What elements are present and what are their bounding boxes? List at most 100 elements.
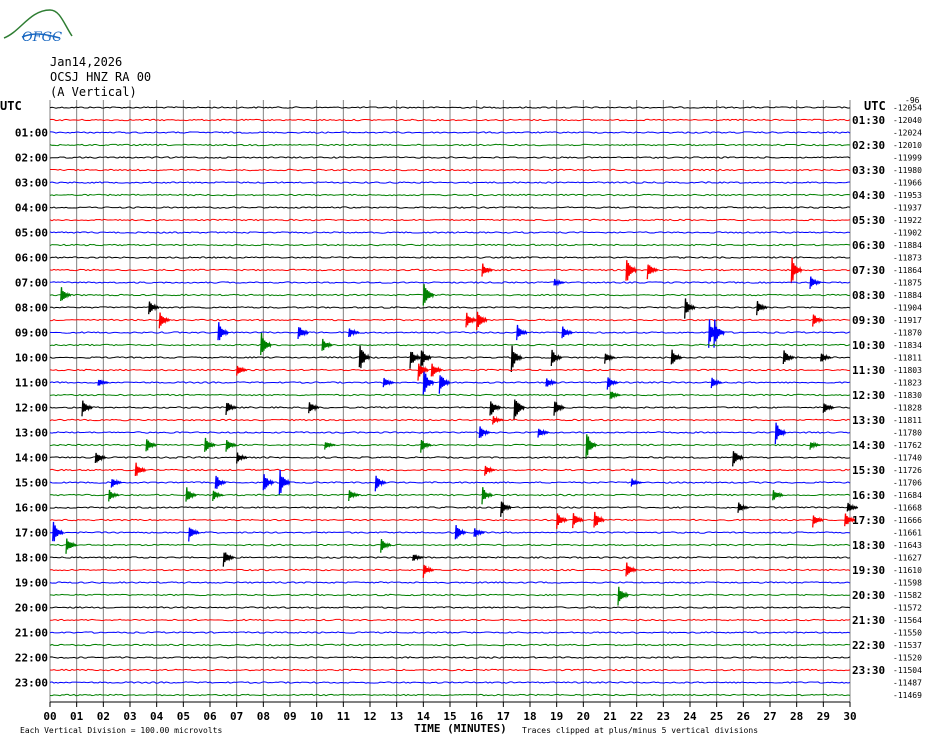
seismic-trace xyxy=(49,618,851,622)
x-tick-label: 01 xyxy=(70,710,84,723)
seismic-trace xyxy=(49,181,851,184)
right-half-hour-label: 23:30 xyxy=(852,664,885,677)
seismic-trace xyxy=(49,318,851,322)
x-tick-label: 23 xyxy=(657,710,670,723)
x-tick-label: 19 xyxy=(550,710,563,723)
seismic-trace xyxy=(49,631,851,634)
seismic-event xyxy=(134,462,147,476)
seismic-trace xyxy=(49,693,851,697)
seismic-event xyxy=(145,439,157,452)
trace-count-label: -11811 xyxy=(893,416,922,425)
seismic-event xyxy=(556,513,568,529)
seismic-event xyxy=(422,284,435,306)
seismic-trace xyxy=(49,393,851,397)
seismic-event xyxy=(236,365,248,376)
trace-count-label: -11643 xyxy=(893,541,922,550)
right-half-hour-label: 03:30 xyxy=(852,164,885,177)
seismic-event xyxy=(846,502,859,512)
seismic-event xyxy=(670,349,683,365)
seismic-event xyxy=(684,298,696,319)
trace-count-label: -11762 xyxy=(893,441,922,450)
seismic-event xyxy=(609,391,621,400)
seismic-trace xyxy=(49,218,851,222)
seismic-trace xyxy=(49,243,851,247)
right-half-hour-label: 08:30 xyxy=(852,289,885,302)
trace-count-label: -11823 xyxy=(893,379,922,388)
right-half-hour-label: 20:30 xyxy=(852,589,885,602)
x-tick-label: 14 xyxy=(417,710,431,723)
seismic-event xyxy=(774,422,787,445)
left-hour-label: 18:00 xyxy=(15,552,48,565)
chart-date: Jan14,2026 xyxy=(50,55,123,69)
seismic-trace xyxy=(49,118,851,122)
seismic-trace xyxy=(49,206,851,209)
seismic-event xyxy=(812,314,824,327)
seismic-event xyxy=(382,377,395,388)
seismic-trace xyxy=(49,593,851,597)
chart-station: OCSJ HNZ RA 00 xyxy=(50,70,152,84)
x-tick-label: 09 xyxy=(283,710,296,723)
trace-count-label: -11902 xyxy=(893,229,922,238)
seismic-event xyxy=(545,378,557,387)
trace-count-label: -11550 xyxy=(893,629,922,638)
seismic-event xyxy=(430,363,443,377)
seismic-event xyxy=(550,349,563,367)
x-tick-label: 29 xyxy=(817,710,830,723)
trace-count-label: -11864 xyxy=(893,266,922,275)
left-hour-label: 19:00 xyxy=(15,577,48,590)
right-axis-label: UTC xyxy=(864,99,886,113)
right-half-hour-label: 22:30 xyxy=(852,639,885,652)
seismic-trace xyxy=(49,681,851,684)
seismic-event xyxy=(308,402,320,414)
seismic-trace xyxy=(49,268,851,272)
seismic-event xyxy=(537,428,549,438)
seismic-trace xyxy=(49,156,851,159)
trace-count-label: -11726 xyxy=(893,466,922,475)
right-half-hour-label: 10:30 xyxy=(852,339,885,352)
seismic-trace xyxy=(49,581,851,584)
x-axis-title: TIME (MINUTES) xyxy=(414,722,507,735)
trace-count-label: -11953 xyxy=(893,191,922,200)
right-half-hour-label: 11:30 xyxy=(852,364,885,377)
trace-count-label: -11803 xyxy=(893,366,922,375)
seismic-trace xyxy=(49,531,851,534)
seismic-event xyxy=(204,437,216,452)
x-tick-label: 26 xyxy=(737,710,751,723)
trace-count-label: -11904 xyxy=(893,304,922,313)
x-tick-label: 20 xyxy=(577,710,590,723)
trace-count-label: -11520 xyxy=(893,654,922,663)
trace-count-label: -11684 xyxy=(893,491,922,500)
seismic-trace xyxy=(49,106,851,109)
footer-scale-note: Each Vertical Division = 100.00 microvol… xyxy=(20,726,223,735)
seismic-event xyxy=(476,311,488,330)
seismic-event xyxy=(572,513,584,529)
seismic-trace xyxy=(49,431,851,434)
right-half-hour-label: 02:30 xyxy=(852,139,885,152)
seismic-event xyxy=(625,562,637,577)
left-hour-label: 03:00 xyxy=(15,177,48,190)
x-tick-label: 11 xyxy=(337,710,351,723)
trace-count-label: -11610 xyxy=(893,566,922,575)
x-tick-label: 18 xyxy=(523,710,536,723)
left-hour-label: 08:00 xyxy=(15,302,48,315)
trace-count-label: -11937 xyxy=(893,204,922,213)
footer-clip-note: Traces clipped at plus/minus 5 vertical … xyxy=(522,726,759,735)
trace-count-label: -12054 xyxy=(893,104,922,113)
right-half-hour-label: 16:30 xyxy=(852,489,885,502)
seismic-trace xyxy=(49,493,851,497)
trace-count-label: -11598 xyxy=(893,579,922,588)
x-tick-label: 07 xyxy=(230,710,243,723)
seismic-event xyxy=(492,415,504,425)
right-half-hour-label: 19:30 xyxy=(852,564,885,577)
seismic-event xyxy=(782,350,795,365)
seismic-event xyxy=(737,502,749,513)
trace-count-label: -11873 xyxy=(893,254,922,263)
trace-count-label: -11834 xyxy=(893,341,922,350)
trace-count-label: -11582 xyxy=(893,591,922,600)
seismic-event xyxy=(484,465,496,476)
seismic-event xyxy=(348,490,360,502)
seismic-event xyxy=(236,452,248,464)
seismic-trace xyxy=(49,643,851,647)
x-tick-label: 12 xyxy=(363,710,376,723)
